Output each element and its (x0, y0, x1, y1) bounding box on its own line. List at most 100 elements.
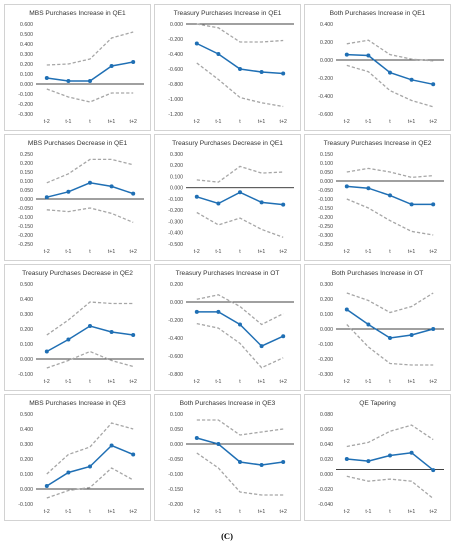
x-tick-label: t-2 (44, 119, 50, 125)
panel-frame (154, 264, 301, 391)
x-tick-label: t+1 (408, 249, 415, 255)
y-tick-label: 0.100 (320, 161, 333, 167)
y-tick-label: 0.100 (20, 342, 33, 348)
estimate-point (216, 442, 221, 446)
x-tick-label: t-1 (365, 379, 371, 385)
estimate-point (109, 64, 114, 68)
y-tick-label: -0.250 (18, 242, 33, 248)
estimate-point (259, 344, 264, 349)
estimate-point (431, 327, 436, 331)
estimate-point (66, 79, 71, 83)
y-tick-label: 0.050 (20, 188, 33, 194)
y-tick-label: -0.100 (18, 502, 33, 508)
y-tick-label: 0.150 (20, 170, 33, 176)
x-tick-label: t-2 (194, 249, 200, 255)
x-tick-label: t (389, 119, 391, 125)
x-tick-label: t-1 (65, 119, 71, 125)
y-tick-label: -0.100 (168, 472, 183, 478)
y-tick-label: 0.300 (20, 442, 33, 448)
lower-bound-line (46, 467, 134, 499)
x-tick-label: t+1 (408, 509, 415, 515)
upper-bound-line (346, 167, 434, 179)
upper-bound-line (46, 31, 134, 66)
estimate-point (238, 190, 242, 195)
x-tick-label: t-1 (365, 249, 371, 255)
x-tick-label: t-2 (44, 509, 50, 515)
y-tick-label: 0.000 (320, 179, 333, 185)
x-tick-label: t+1 (108, 119, 115, 125)
panel-frame (304, 134, 451, 261)
x-tick-label: t (239, 119, 241, 125)
estimate-point (409, 202, 414, 207)
panel-frame (304, 264, 451, 391)
x-tick-label: t (239, 379, 241, 385)
y-tick-label: 0.200 (20, 457, 33, 463)
y-tick-label: -0.200 (18, 102, 33, 108)
estimate-point (66, 189, 71, 194)
estimate-point (281, 460, 286, 464)
y-tick-label: 0.200 (320, 40, 333, 46)
y-tick-label: -0.100 (318, 197, 333, 203)
chart-panel-1: MBS Purchases Increase in QE1 0.600 0.500 0… (4, 4, 151, 131)
y-tick-label: -0.100 (18, 372, 33, 378)
estimate-point (131, 333, 136, 337)
panel-title: MBS Purchases Decrease in QE1 (28, 140, 128, 147)
panel-title: Treasury Purchases Decrease in QE1 (172, 140, 283, 147)
y-tick-label: -0.500 (168, 242, 183, 248)
x-tick-label: t+1 (258, 249, 265, 255)
x-tick-label: t (389, 379, 391, 385)
lower-bound-line (346, 198, 434, 236)
lower-bound-line (196, 322, 284, 369)
chart-panel-8: Treasury Purchases Increase in OT 0.200 0.… (154, 264, 301, 391)
y-tick-label: 0.400 (20, 427, 33, 433)
y-tick-label: -0.300 (168, 219, 183, 225)
figure-caption: (C) (221, 531, 233, 541)
y-tick-label: -0.200 (168, 208, 183, 214)
y-tick-label: -0.600 (168, 67, 183, 73)
x-tick-label: t-2 (344, 379, 350, 385)
estimate-point (66, 470, 71, 475)
x-tick-label: t+2 (130, 509, 137, 515)
panel-title: Both Purchases Increase in QE1 (330, 10, 426, 17)
y-tick-label: -0.600 (318, 112, 333, 118)
panel-title: MBS Purchases Increase in QE3 (29, 400, 126, 407)
estimate-point (259, 70, 264, 74)
y-tick-label: -0.300 (318, 233, 333, 239)
estimate-point (281, 334, 286, 339)
y-tick-label: 0.150 (320, 152, 333, 158)
x-tick-label: t+1 (258, 509, 265, 515)
lower-bound-line (346, 475, 434, 500)
estimate-point (88, 180, 92, 185)
x-tick-label: t-2 (344, 119, 350, 125)
y-tick-label: 0.500 (20, 282, 33, 288)
y-tick-label: -0.300 (18, 112, 33, 118)
x-tick-label: t-1 (65, 509, 71, 515)
upper-bound-line (46, 158, 134, 184)
x-tick-label: t+1 (408, 119, 415, 125)
y-tick-label: -0.200 (18, 233, 33, 239)
y-tick-label: -0.600 (168, 354, 183, 360)
chart-panel-3: Both Purchases Increase in QE1 0.400 0.200… (304, 4, 451, 131)
chart-panel-4: MBS Purchases Decrease in QE1 0.250 0.200 0… (4, 134, 151, 261)
estimate-point (281, 71, 286, 76)
panel-frame (4, 264, 151, 391)
x-tick-label: t-1 (365, 119, 371, 125)
x-tick-label: t-1 (215, 379, 221, 385)
y-tick-label: 0.000 (170, 22, 183, 28)
x-tick-label: t-1 (215, 119, 221, 125)
y-tick-label: 0.100 (170, 412, 183, 418)
y-tick-label: 0.000 (320, 472, 333, 478)
y-tick-label: 0.000 (320, 327, 333, 333)
x-tick-label: t+2 (130, 119, 137, 125)
x-tick-label: t (389, 249, 391, 255)
panel-title: Treasury Purchases Decrease in QE2 (22, 270, 133, 277)
y-tick-label: 0.020 (320, 457, 333, 463)
y-tick-label: 0.000 (20, 82, 33, 88)
estimate-point (431, 202, 436, 207)
estimate-point (131, 452, 136, 457)
panel-title: Treasury Purchases Increase in QE2 (324, 140, 432, 147)
estimate-point (238, 460, 242, 464)
y-tick-label: 0.100 (320, 312, 333, 318)
y-tick-label: -0.400 (168, 52, 183, 58)
